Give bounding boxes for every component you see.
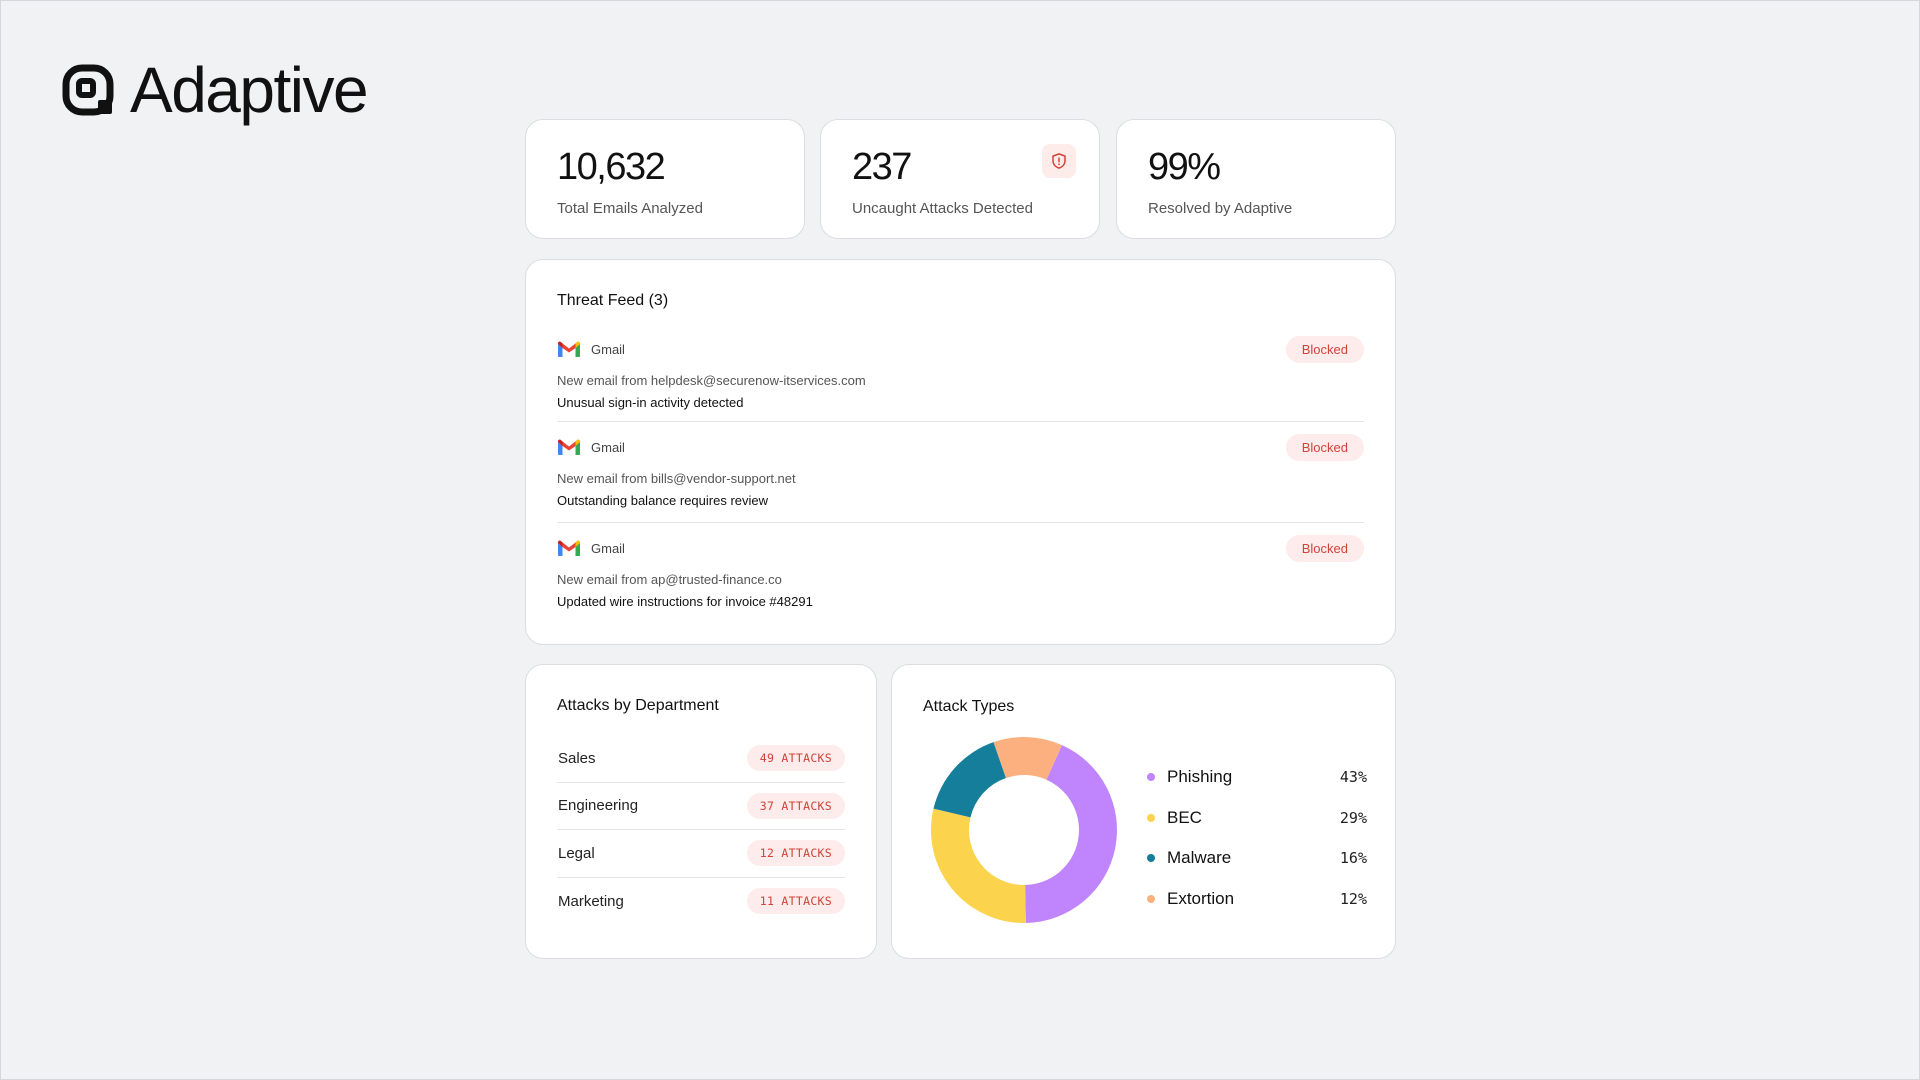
shield-alert-icon bbox=[1052, 153, 1066, 169]
legend-item: Malware 16% bbox=[1147, 838, 1367, 879]
stat-card-uncaught-attacks: 237 Uncaught Attacks Detected bbox=[820, 119, 1100, 239]
legend-percent: 16% bbox=[1339, 849, 1367, 868]
feed-source: Gmail bbox=[557, 340, 1364, 358]
attack-count-badge: 49 ATTACKS bbox=[746, 745, 845, 772]
attack-count-badge: 12 ATTACKS bbox=[746, 840, 845, 867]
legend-percent: 29% bbox=[1339, 808, 1367, 827]
feed-source-label: Gmail bbox=[591, 341, 625, 357]
department-name: Engineering bbox=[558, 797, 639, 815]
legend-percent: 12% bbox=[1339, 889, 1367, 908]
gmail-icon bbox=[558, 439, 580, 455]
feed-sender: New email from bills@vendor-support.net bbox=[557, 471, 796, 486]
legend-dot bbox=[1147, 854, 1155, 863]
department-name: Sales bbox=[558, 749, 596, 767]
threat-feed-item[interactable]: Gmail New email from ap@trusted-finance.… bbox=[557, 523, 1364, 624]
blocked-badge: Blocked bbox=[1285, 336, 1364, 363]
threat-feed-item[interactable]: Gmail New email from helpdesk@securenow-… bbox=[557, 330, 1364, 422]
stat-card-resolved: 99% Resolved by Adaptive bbox=[1116, 119, 1396, 239]
legend-item: BEC 29% bbox=[1147, 798, 1367, 839]
stat-value: 10,632 bbox=[557, 146, 666, 188]
attack-types-donut-chart bbox=[931, 737, 1117, 923]
legend-dot bbox=[1147, 894, 1155, 903]
shield-alert-badge bbox=[1042, 144, 1076, 178]
legend-dot bbox=[1147, 813, 1155, 822]
threat-feed-item[interactable]: Gmail New email from bills@vendor-suppor… bbox=[557, 422, 1364, 523]
donut-slice-bec bbox=[931, 808, 1026, 923]
feed-subject: Updated wire instructions for invoice #4… bbox=[557, 594, 813, 609]
attack-count-badge: 11 ATTACKS bbox=[746, 888, 845, 915]
attack-types-card: Attack Types Phishing 43% BEC 29% Malwar… bbox=[891, 664, 1396, 959]
feed-sender: New email from ap@trusted-finance.co bbox=[557, 572, 782, 587]
threat-feed-title: Threat Feed (3) bbox=[557, 292, 669, 309]
gmail-icon bbox=[558, 540, 580, 556]
legend-label: Phishing bbox=[1167, 767, 1233, 787]
feed-source: Gmail bbox=[557, 539, 1364, 557]
feed-source: Gmail bbox=[557, 438, 1364, 456]
legend-item: Phishing 43% bbox=[1147, 757, 1367, 798]
legend-label: Extortion bbox=[1167, 888, 1235, 908]
department-row[interactable]: Marketing 11 ATTACKS bbox=[557, 878, 845, 926]
attack-types-legend: Phishing 43% BEC 29% Malware 16% Extorti… bbox=[1147, 757, 1367, 919]
department-row[interactable]: Legal 12 ATTACKS bbox=[557, 830, 845, 878]
department-name: Marketing bbox=[558, 892, 624, 910]
feed-source-label: Gmail bbox=[591, 540, 625, 556]
department-name: Legal bbox=[558, 844, 595, 862]
feed-subject: Unusual sign-in activity detected bbox=[557, 395, 744, 410]
stat-label: Uncaught Attacks Detected bbox=[852, 199, 1033, 217]
adaptive-logo-icon bbox=[62, 64, 114, 116]
feed-source-label: Gmail bbox=[591, 439, 625, 455]
donut-slice-malware bbox=[933, 742, 1006, 818]
legend-percent: 43% bbox=[1339, 768, 1367, 787]
threat-feed-card: Threat Feed (3) Gmail New email from hel… bbox=[525, 259, 1396, 645]
attack-count-badge: 37 ATTACKS bbox=[746, 792, 845, 819]
stat-label: Resolved by Adaptive bbox=[1148, 199, 1293, 217]
stat-label: Total Emails Analyzed bbox=[557, 199, 703, 217]
department-card-title: Attacks by Department bbox=[557, 697, 719, 714]
feed-sender: New email from helpdesk@securenow-itserv… bbox=[557, 373, 866, 388]
attack-types-title: Attack Types bbox=[923, 698, 1015, 715]
legend-item: Extortion 12% bbox=[1147, 879, 1367, 920]
attacks-by-department-card: Attacks by Department Sales 49 ATTACKS E… bbox=[525, 664, 877, 959]
legend-dot bbox=[1147, 773, 1155, 782]
department-row[interactable]: Engineering 37 ATTACKS bbox=[557, 783, 845, 830]
feed-subject: Outstanding balance requires review bbox=[557, 493, 769, 508]
gmail-icon bbox=[558, 341, 580, 357]
legend-label: BEC bbox=[1167, 807, 1202, 827]
stat-card-total-emails: 10,632 Total Emails Analyzed bbox=[525, 119, 805, 239]
legend-label: Malware bbox=[1167, 848, 1232, 868]
blocked-badge: Blocked bbox=[1285, 434, 1364, 461]
donut-slice-extortion bbox=[993, 737, 1062, 780]
stat-value: 237 bbox=[852, 146, 912, 188]
blocked-badge: Blocked bbox=[1285, 535, 1364, 562]
stat-value: 99% bbox=[1148, 146, 1221, 188]
department-list: Sales 49 ATTACKS Engineering 37 ATTACKS … bbox=[557, 735, 845, 925]
brand-name: Adaptive bbox=[130, 54, 369, 126]
donut-slice-phishing bbox=[1025, 745, 1117, 923]
brand-logo[interactable]: Adaptive bbox=[62, 54, 369, 126]
threat-feed-list: Gmail New email from helpdesk@securenow-… bbox=[557, 330, 1364, 624]
department-row[interactable]: Sales 49 ATTACKS bbox=[557, 735, 845, 783]
